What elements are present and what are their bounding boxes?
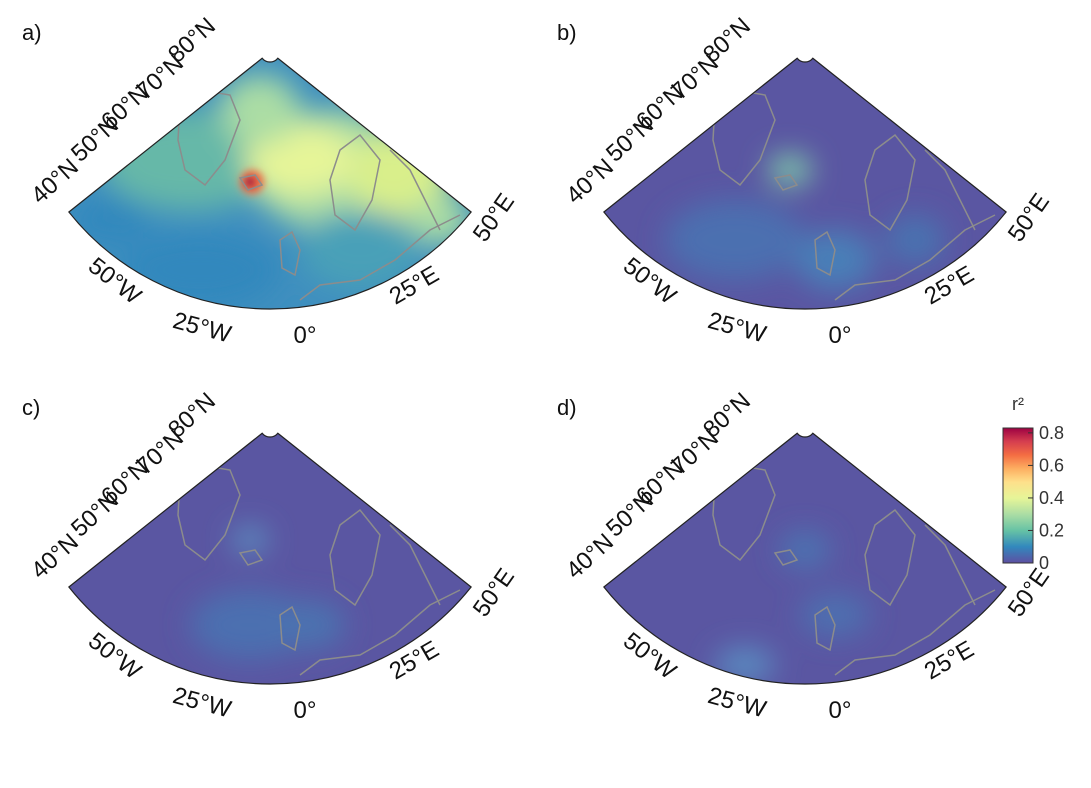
shade (244, 176, 256, 188)
shade (190, 590, 310, 660)
shade (70, 195, 150, 245)
colorbar-tick-label: 0.4 (1039, 488, 1064, 508)
coastline (279, 230, 301, 277)
shade (665, 200, 805, 280)
map-panel: a) 80°N70°N60°N50°N40°N50°W25°W 0°25°E50°E (22, 12, 520, 349)
map-outline (603, 57, 1007, 310)
longitude-label: 0° (294, 322, 317, 349)
map-shading (190, 526, 345, 660)
coastline (389, 149, 441, 231)
map-outline (68, 432, 472, 685)
longitude-label: 25°W (170, 307, 234, 348)
coastline (834, 589, 996, 676)
map-shading (715, 532, 870, 683)
colorbar-tick-label: 0.2 (1039, 520, 1064, 540)
coastline (834, 214, 996, 301)
shade (120, 230, 280, 310)
panel-label: d) (557, 395, 577, 420)
latitude-label: 40°N (561, 153, 619, 209)
latitude-label: 40°N (26, 528, 84, 584)
shade (768, 154, 812, 186)
longitude-label: 50°E (468, 564, 520, 622)
coastline (814, 605, 836, 652)
map-outline (603, 432, 1007, 685)
colorbar-tick-label: 0.6 (1039, 455, 1064, 475)
coastline (924, 149, 976, 231)
colorbar-label: r² (1012, 394, 1024, 414)
latitude-label: 40°N (26, 153, 84, 209)
map-panel: b) 80°N70°N60°N50°N40°N50°W25°W 0°25°E50°E (557, 12, 1055, 349)
shade (220, 75, 300, 145)
shade (410, 195, 470, 245)
longitude-label: 25°W (705, 307, 769, 348)
shade (232, 526, 268, 554)
shade (780, 532, 830, 568)
longitude-label: 0° (829, 697, 852, 724)
coastline (924, 524, 976, 606)
panel-label: a) (22, 20, 42, 45)
shade (795, 230, 875, 290)
shade (800, 593, 870, 637)
map-panel: c) 80°N70°N60°N50°N40°N50°W25°W 0°25°E50°E (22, 387, 520, 724)
longitude-label: 25°W (170, 682, 234, 723)
coastline (773, 549, 799, 566)
longitude-label: 0° (829, 322, 852, 349)
latitude-label: 40°N (561, 528, 619, 584)
coastline (773, 174, 799, 191)
map-shading (665, 154, 945, 290)
coastline (299, 214, 461, 301)
longitude-label: 50°E (468, 189, 520, 247)
coastline (814, 230, 836, 277)
coastline (329, 508, 381, 607)
shade (885, 215, 945, 265)
longitude-label: 50°E (1003, 189, 1055, 247)
panel-label: b) (557, 20, 577, 45)
colorbar-tick-label: 0.8 (1039, 423, 1064, 443)
longitude-label: 25°W (705, 682, 769, 723)
coastline (329, 133, 381, 232)
map-outline (68, 57, 472, 310)
shade (300, 210, 420, 290)
coastline (389, 524, 441, 606)
panel-label: c) (22, 395, 40, 420)
coastline (864, 508, 916, 607)
colorbar (1002, 427, 1034, 564)
coastline (299, 589, 461, 676)
colorbar-tick-label: 0 (1039, 553, 1049, 573)
coastline (238, 549, 264, 566)
shade (275, 600, 345, 650)
coastlines (712, 464, 996, 676)
coastline (279, 605, 301, 652)
map-panel: d) 80°N70°N60°N50°N40°N50°W25°W 0°25°E50°E (557, 387, 1055, 724)
longitude-label: 0° (294, 697, 317, 724)
coastline (238, 174, 264, 191)
coastline (864, 133, 916, 232)
